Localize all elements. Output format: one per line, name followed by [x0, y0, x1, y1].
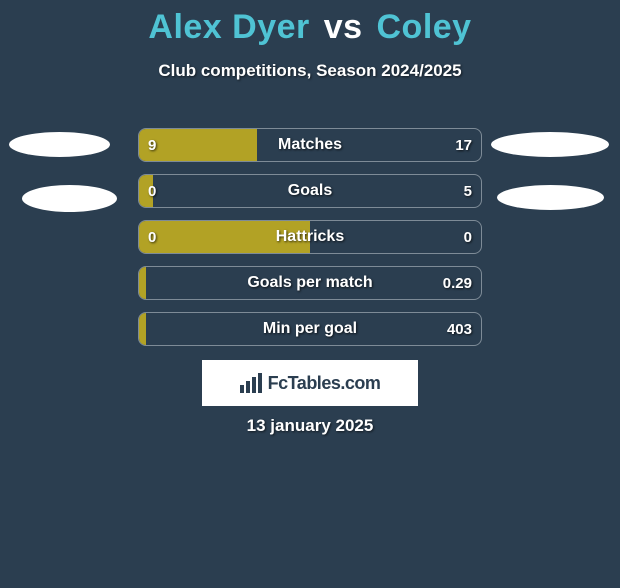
player2-name: Coley [377, 8, 472, 46]
stat-row-goals: Goals 0 5 [0, 174, 620, 208]
bar-label: Goals [139, 175, 481, 207]
stat-row-mpg: Min per goal 403 [0, 312, 620, 346]
page-title: Alex Dyer vs Coley [0, 8, 620, 47]
bar-label: Min per goal [139, 313, 481, 345]
vs-text: vs [324, 8, 363, 46]
bars-icon [240, 373, 264, 393]
stat-row-matches: Matches 9 17 [0, 128, 620, 162]
bar-label: Goals per match [139, 267, 481, 299]
bar-track: Matches [138, 128, 482, 162]
stat-right-value: 5 [464, 174, 472, 208]
bar-track: Goals per match [138, 266, 482, 300]
bar-fill [139, 129, 257, 161]
stat-row-gpm: Goals per match 0.29 [0, 266, 620, 300]
footer-date: 13 january 2025 [0, 416, 620, 436]
stat-right-value: 0 [464, 220, 472, 254]
stat-left-value: 0 [148, 220, 156, 254]
stat-row-hattricks: Hattricks 0 0 [0, 220, 620, 254]
logo-inner: FcTables.com [240, 373, 381, 394]
bar-track: Min per goal [138, 312, 482, 346]
player1-name: Alex Dyer [148, 8, 309, 46]
comparison-infographic: Alex Dyer vs Coley Club competitions, Se… [0, 8, 620, 588]
stats-bars: Matches 9 17 Goals 0 5 Hattricks 0 0 G [0, 128, 620, 358]
stat-left-value: 9 [148, 128, 156, 162]
bar-track: Goals [138, 174, 482, 208]
stat-right-value: 403 [447, 312, 472, 346]
bar-fill [139, 313, 146, 345]
stat-left-value: 0 [148, 174, 156, 208]
bar-track: Hattricks [138, 220, 482, 254]
bar-fill [139, 221, 310, 253]
stat-right-value: 17 [455, 128, 472, 162]
fctables-logo: FcTables.com [202, 360, 418, 406]
logo-text: FcTables.com [268, 373, 381, 394]
bar-fill [139, 267, 146, 299]
subtitle: Club competitions, Season 2024/2025 [0, 61, 620, 81]
stat-right-value: 0.29 [443, 266, 472, 300]
